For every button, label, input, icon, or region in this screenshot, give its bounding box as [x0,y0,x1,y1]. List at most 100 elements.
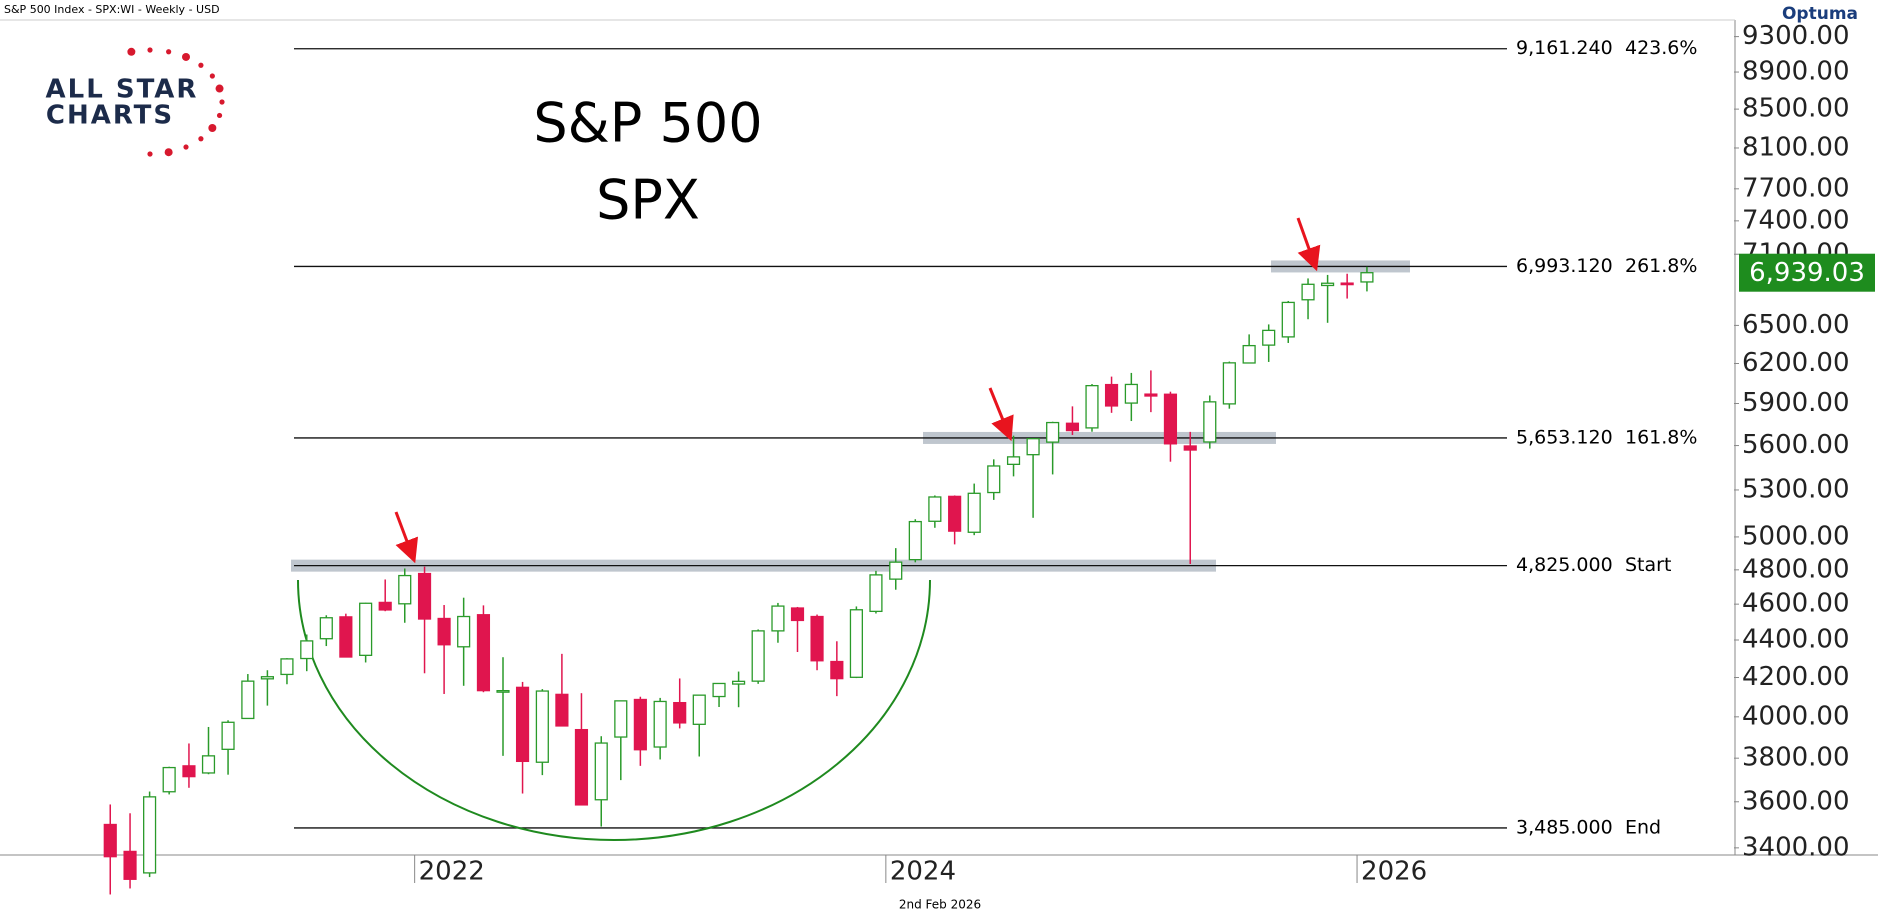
y-tick-label: 6200.00 [1742,348,1850,378]
logo-line1: ALL STAR [46,75,199,105]
candle-body [221,721,235,750]
logo-star [215,84,224,93]
candle-body [339,616,353,658]
candle-body [594,742,608,801]
annotation-arrow [1296,217,1321,272]
logo-star [166,49,172,55]
candle-body [928,496,942,522]
logo-star [208,124,217,132]
candle-body [1163,393,1178,445]
logo-star [209,73,215,79]
candle-body [476,614,491,692]
level-tag: 161.8% [1625,426,1697,448]
x-tick-label: 2024 [890,857,956,887]
candle-body [241,680,255,720]
footer: 2nd Feb 2026 [899,898,981,912]
candle-body [1360,272,1374,283]
logo-star [147,151,153,157]
level-label: 3,485.000 [1516,816,1613,838]
x-tick-label: 2022 [419,857,485,887]
candle-body [319,617,333,640]
y-tick-label: 5300.00 [1742,474,1850,504]
chart-title: S&P 500 [533,92,762,155]
y-tick-label: 6500.00 [1742,310,1850,340]
candle-body [849,609,863,678]
y-tick-label: 3600.00 [1742,786,1850,816]
y-tick-label: 4000.00 [1742,701,1850,731]
candle-body [398,574,412,605]
candle-body [790,607,805,622]
candle-body [143,796,157,874]
logo-star [198,136,204,142]
base-arc [297,579,931,841]
candle-body [614,700,628,738]
x-tick-label: 2026 [1361,857,1427,887]
last-price-label: 6,939.03 [1749,258,1865,288]
candle-body [1026,438,1040,456]
candle-body [280,658,294,676]
y-tick-label: 4600.00 [1742,589,1850,619]
logo-star [198,62,204,68]
candle-body [300,640,314,660]
y-tick-label: 5600.00 [1742,430,1850,460]
candle-body [810,615,824,662]
y-tick-label: 8900.00 [1742,57,1850,87]
y-tick-label: 3800.00 [1742,743,1850,773]
candle-body [1281,301,1295,338]
level-tag: End [1625,816,1661,838]
last-price-box [1739,253,1875,292]
annotation-arrow [394,511,419,564]
y-tick-label: 7400.00 [1742,205,1850,235]
logo-star [219,99,225,105]
logo-star [216,112,223,119]
y-tick-label: 5900.00 [1742,388,1850,418]
y-tick-label: 8100.00 [1742,132,1850,162]
chart-subtitle: SPX [596,169,700,232]
candle-body [1321,282,1335,287]
candle-body [496,690,510,693]
logo-star [147,47,153,53]
level-tag: Start [1625,554,1671,576]
candle-body [1183,445,1197,451]
candle-body [555,693,569,727]
candle-body [1065,422,1080,432]
y-tick-label: 4200.00 [1742,662,1850,692]
candle-body [1046,421,1060,443]
candle-body [417,572,432,620]
candle-body [751,630,765,682]
y-tick-label: 8500.00 [1742,94,1850,124]
candle-body [1144,393,1158,397]
candle-body [1006,456,1021,465]
candle-body [1262,329,1276,346]
candle-body [378,601,392,611]
level-label: 6,993.120 [1516,255,1613,277]
candle-body [967,492,981,533]
y-tick-label: 9300.00 [1742,21,1850,51]
candle-body [948,495,962,532]
header: S&P 500 Index - SPX:WI - Weekly - USD [4,3,220,16]
logo-star [183,144,189,150]
candle-body [633,698,647,751]
candle-body [1340,282,1354,286]
candle-body [771,605,785,632]
brand: Optuma [1782,4,1858,24]
logo-line2: CHARTS [46,101,174,131]
candle-body [162,766,176,793]
y-tick-label: 7700.00 [1742,173,1850,203]
level-tag: 423.6% [1625,37,1697,59]
level-label: 5,653.120 [1516,426,1613,448]
candle-body [712,682,726,698]
candle-body [1124,383,1138,404]
y-tick-label: 3400.00 [1742,832,1850,862]
candle-body [515,686,530,763]
candle-body [1085,384,1099,429]
candle-body [535,690,549,763]
y-tick-label: 4400.00 [1742,624,1850,654]
level-label: 4,825.000 [1516,554,1613,576]
candle-body [437,617,451,646]
candle-body [908,520,922,561]
candle-body [1203,401,1217,443]
candle-body [673,701,687,724]
